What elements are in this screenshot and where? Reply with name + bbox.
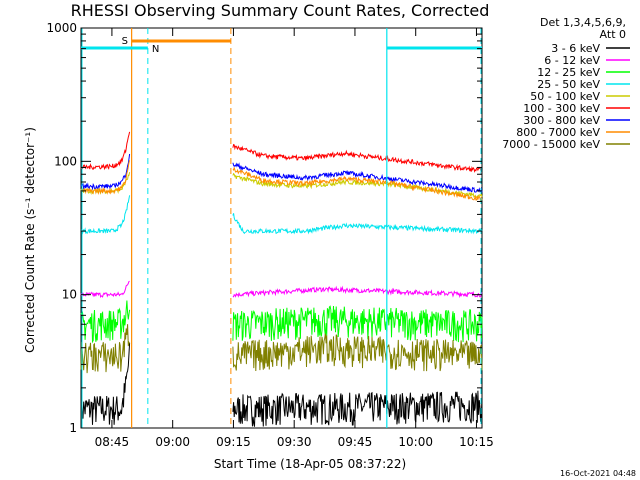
series-line-0-0 xyxy=(80,342,131,428)
series-line-7-1 xyxy=(232,167,483,202)
series-line-1-1 xyxy=(232,285,483,299)
series-line-4-1 xyxy=(232,172,483,199)
legend-label: 800 - 7000 keV xyxy=(516,126,600,139)
series-line-5-1 xyxy=(232,143,482,174)
legend-label: 50 - 100 keV xyxy=(530,90,600,103)
legend-label: 300 - 800 keV xyxy=(523,114,600,127)
footer-date: 16-Oct-2021 04:48 xyxy=(560,469,636,478)
y-axis-label: Corrected Count Rate (s⁻¹ detector⁻¹) xyxy=(23,127,37,353)
series-line-2-1 xyxy=(232,305,483,343)
plot-area: SN xyxy=(80,27,483,429)
series-line-0-1 xyxy=(232,390,483,427)
legend-label: 3 - 6 keV xyxy=(551,42,600,55)
y-tick-label: 1 xyxy=(69,421,77,435)
series-line-8-0 xyxy=(80,324,131,374)
series-line-1-0 xyxy=(80,280,130,298)
x-tick-label: 09:15 xyxy=(216,435,251,449)
x-tick-label: 09:30 xyxy=(277,435,312,449)
series-line-3-1 xyxy=(232,213,483,235)
y-tick-label: 100 xyxy=(54,154,77,168)
series-line-4-0 xyxy=(80,172,131,196)
legend-label: 25 - 50 keV xyxy=(537,78,600,91)
series-line-8-1 xyxy=(232,333,483,372)
legend-label: 100 - 300 keV xyxy=(523,102,600,115)
y-tick-label: 10 xyxy=(62,288,77,302)
plot-frame xyxy=(80,27,483,429)
y-tick-label: 1000 xyxy=(46,21,77,35)
chart-title: RHESSI Observing Summary Count Rates, Co… xyxy=(71,1,490,20)
legend-label: 12 - 25 keV xyxy=(537,66,600,79)
x-tick-label: 08:45 xyxy=(95,435,130,449)
night-label: N xyxy=(152,44,159,55)
x-tick-label: 10:00 xyxy=(398,435,433,449)
x-axis-label: Start Time (18-Apr-05 08:37:22) xyxy=(214,457,406,471)
x-tick-label: 09:00 xyxy=(155,435,190,449)
x-tick-label: 10:15 xyxy=(459,435,494,449)
series-line-6-1 xyxy=(232,162,483,193)
x-axis-ticks: 08:45 09:00 09:15 09:30 09:45 10:00 10:15 xyxy=(95,28,494,449)
saa-label: S xyxy=(122,36,128,47)
series-line-7-0 xyxy=(80,160,131,195)
legend-label: 6 - 12 keV xyxy=(544,54,600,67)
series-line-2-0 xyxy=(80,300,131,344)
legend-header: Det 1,3,4,5,6,9,Att 0 xyxy=(540,16,626,41)
series-line-5-0 xyxy=(80,131,131,171)
y-axis-ticks: 1 10 100 1000 xyxy=(46,21,482,435)
legend-header-line-1: Det 1,3,4,5,6,9, xyxy=(540,16,626,29)
series-line-6-0 xyxy=(80,153,131,191)
x-tick-label: 09:45 xyxy=(338,435,373,449)
series-line-3-0 xyxy=(80,195,131,236)
legend-header-line-2: Att 0 xyxy=(600,28,626,41)
legend-label: 7000 - 15000 keV xyxy=(502,138,600,151)
